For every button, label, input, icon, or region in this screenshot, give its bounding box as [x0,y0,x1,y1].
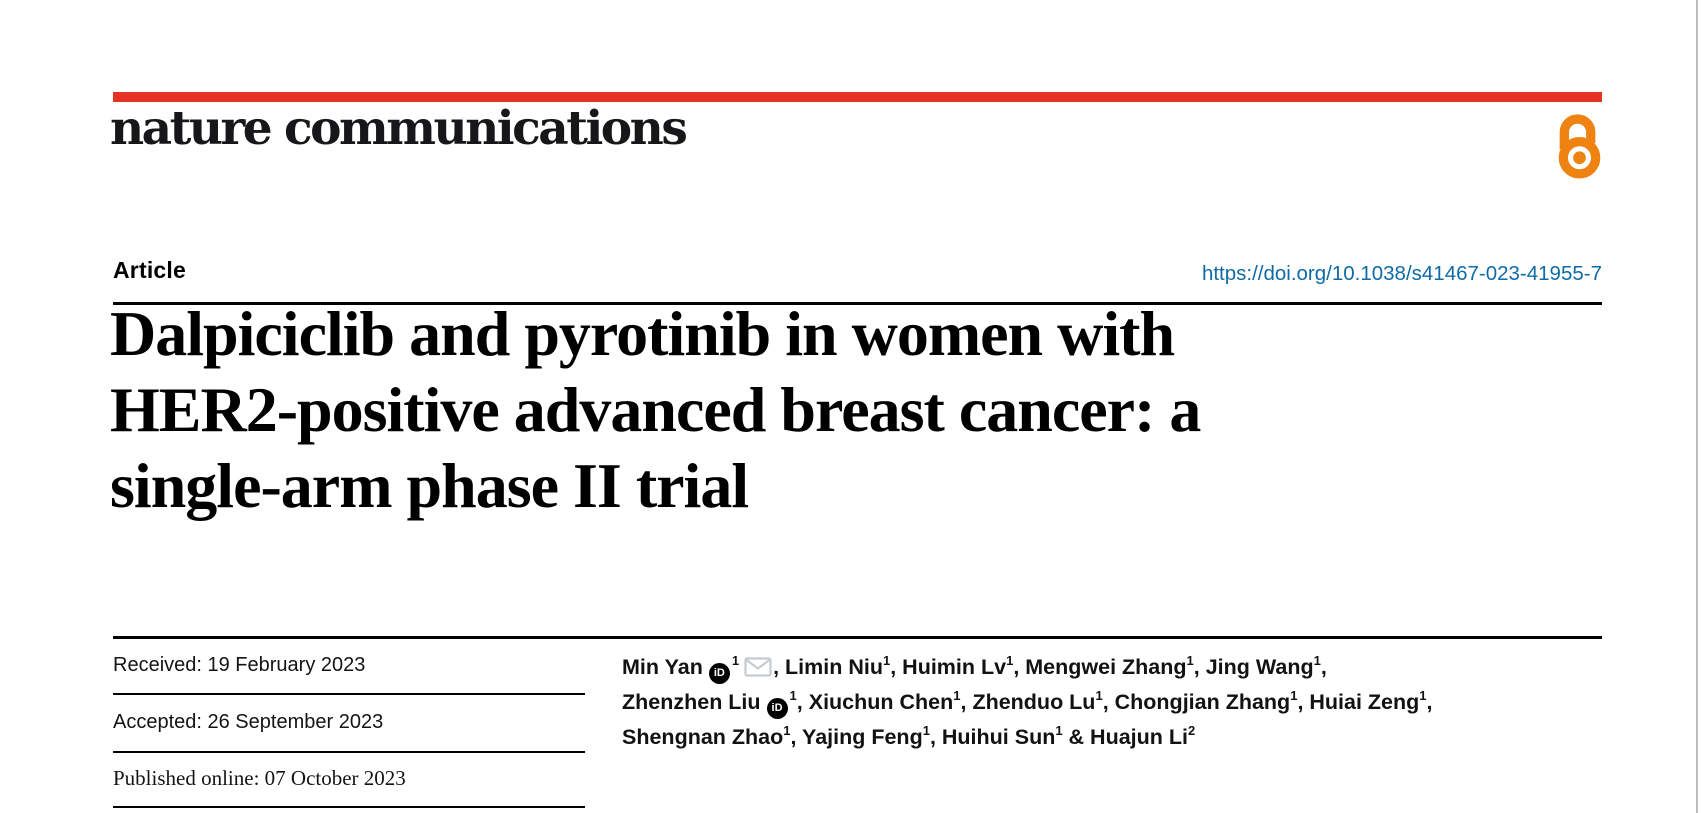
affiliation-superscript: 1 [789,688,797,703]
author-list: Min Yan iD1, Limin Niu1, Huimin Lv1, Meng… [622,650,1612,755]
affiliation-superscript: 1 [731,653,740,668]
author-name-text: , Huiai Zeng [1297,690,1420,714]
author-name-text: , Chongjian Zhang [1102,690,1291,714]
author-name-text: , Zhenduo Lu [960,690,1096,714]
orcid-icon[interactable]: iD [766,698,788,719]
header-rule [113,302,1602,305]
journal-wordmark: nature communications [110,101,688,156]
email-icon [744,657,772,677]
authors-top-rule [113,636,1602,639]
history-divider [113,693,585,695]
affiliation-superscript: 2 [1188,723,1196,738]
affiliation-superscript: 1 [1055,723,1063,738]
article-title: Dalpiciclib and pyrotinib in women with … [110,296,1201,524]
affiliation-superscript: 1 [1186,653,1194,668]
author-name-text: , Limin Niu [773,655,883,679]
affiliation-superscript: 1 [1006,653,1014,668]
affiliation-superscript: 1 [783,723,791,738]
open-access-icon [1556,112,1603,185]
affiliation-superscript: 1 [1095,688,1103,703]
article-title-line: HER2-positive advanced breast cancer: a [110,374,1201,445]
affiliation-superscript: 1 [953,688,961,703]
doi-link[interactable]: https://doi.org/10.1038/s41467-023-41955… [1201,262,1602,285]
affiliation-superscript: 1 [1313,653,1321,668]
author-name-text: , Huihui Sun [929,725,1056,749]
author-line: Min Yan iD1, Limin Niu1, Huimin Lv1, Meng… [622,650,1612,685]
orcid-icon[interactable]: iD [708,663,730,684]
author-line: Zhenzhen Liu iD1, Xiuchun Chen1, Zhenduo … [622,685,1612,720]
author-name-text: Min Yan [622,655,703,679]
author-name-text: , Mengwei Zhang [1013,655,1187,679]
affiliation-superscript: 1 [922,723,930,738]
author-name-text: , [1320,655,1327,679]
author-name-text: , Yajing Feng [790,725,923,749]
history-divider [113,751,585,753]
author-name-text: Shengnan Zhao [622,725,784,749]
author-name-text: , Huimin Lv [890,655,1007,679]
published-online-date: Published online: 07 October 2023 [113,766,406,790]
masthead-red-bar [113,92,1602,102]
article-title-line: Dalpiciclib and pyrotinib in women with [110,298,1175,369]
author-name-text: , Jing Wang [1193,655,1314,679]
accepted-date: Accepted: 26 September 2023 [113,711,384,733]
affiliation-superscript: 1 [1419,688,1427,703]
history-divider [113,806,585,808]
affiliation-superscript: 1 [882,653,891,668]
author-name-text: , Xiuchun Chen [796,690,954,714]
article-section-label: Article [113,257,186,283]
author-name-text: & Huajun Li [1062,725,1188,749]
author-name-text: Zhenzhen Liu [622,690,761,714]
received-date: Received: 19 February 2023 [113,654,366,676]
page-right-edge [1696,0,1698,813]
article-title-line: single-arm phase II trial [110,450,749,521]
author-name-text: , [1426,690,1433,714]
affiliation-superscript: 1 [1290,688,1298,703]
author-line: Shengnan Zhao1, Yajing Feng1, Huihui Sun… [622,720,1612,755]
